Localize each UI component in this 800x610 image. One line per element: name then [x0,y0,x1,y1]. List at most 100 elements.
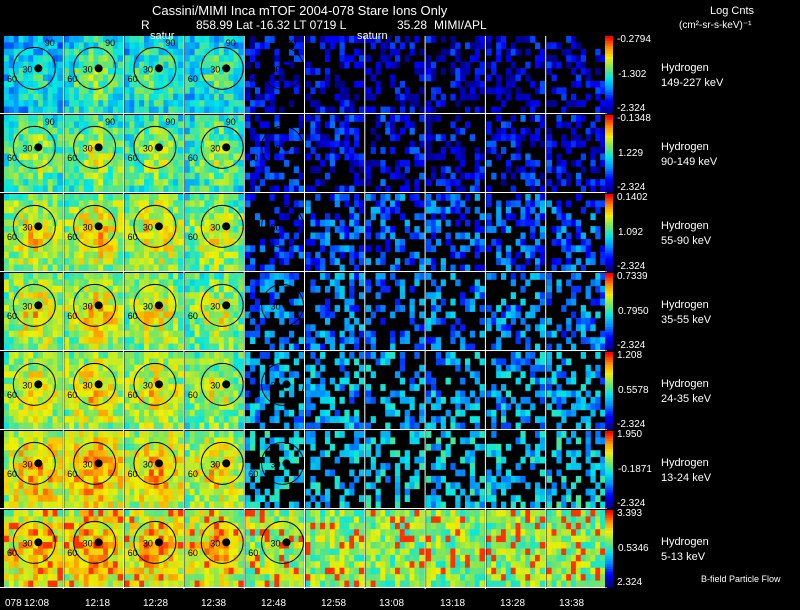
saturn-marker [95,459,103,467]
contour-label: 60 [188,153,198,163]
contour-label: 60 [128,311,138,321]
image-tile-r4-c9 [547,352,606,429]
image-tile-r6-c7 [426,510,485,587]
time-tick-6: 13:08 [379,597,404,610]
image-tile-r6-c9 [547,510,606,587]
saturn-marker [95,222,103,230]
contour-label: 90 [45,117,55,127]
saturn-marker [34,222,42,230]
saturn-marker [34,64,42,72]
image-tile-r5-c7 [426,431,485,508]
image-tile-r3-c5 [306,273,365,350]
channel-species: Hydrogen [661,456,709,470]
image-tile-r3-c3: 30 60 [185,273,244,350]
contour-label: 90 [286,38,296,48]
channel-species: Hydrogen [661,219,709,233]
contour-label: 60 [128,74,138,84]
contour-label: 60 [248,232,258,242]
contour-label: 60 [188,390,198,400]
saturn-marker [95,301,103,309]
colorbar-mid-label: 0.7950 [618,306,649,317]
image-tile-r1-c5 [306,115,365,192]
image-tile-r3-c9 [547,273,606,350]
contour-label: 60 [7,548,17,558]
channel-energy: 149-227 keV [661,76,723,90]
footer-legend: B-field Particle Flow [701,573,781,586]
colorbar-mid-label: -1.302 [618,69,646,80]
contour-label: 30 [271,538,281,548]
contour-label: 30 [143,538,153,548]
contour-label: 30 [143,380,153,390]
image-tile-r3-c7 [426,273,485,350]
contour-label: 60 [128,232,138,242]
image-tile-r1-c9 [547,115,606,192]
image-tile-r3-c6 [366,273,425,350]
contour-label: 30 [271,222,281,232]
contour-label: 60 [188,311,198,321]
time-tick-8: 13:28 [500,597,525,610]
contour-label: 30 [271,459,281,469]
image-tile-r6-c4: 30 60 [245,510,304,587]
contour-label: 30 [22,222,32,232]
contour-label: 30 [210,301,220,311]
saturn-marker [155,64,163,72]
saturn-marker [34,301,42,309]
contour-label: 60 [128,469,138,479]
contour-label: 30 [271,301,281,311]
saturn-marker [95,143,103,151]
colorbar-mid-label: 1.092 [618,227,643,238]
image-tile-r6-c6 [366,510,425,587]
channel-energy: 35-55 keV [661,313,711,327]
colorbar-max-label: 3.393 [617,508,642,519]
saturn-marker [222,459,230,467]
image-tile-r6-c8 [486,510,545,587]
image-tile-r0-c6 [366,36,425,113]
contour-label: 60 [248,548,258,558]
image-tile-r3-c8 [486,273,545,350]
saturn-marker [155,222,163,230]
contour-label: 60 [128,390,138,400]
contour-label: 60 [248,390,258,400]
contour-label: 60 [7,232,17,242]
image-tile-r2-c8 [486,194,545,271]
contour-label: 60 [188,469,198,479]
contour-label: 60 [128,548,138,558]
colorbar-max-label: 0.1402 [617,192,648,203]
saturn-label-2: saturn [357,30,388,43]
colorbar-mid-label: -0.1871 [618,464,652,475]
contour-label: 30 [210,143,220,153]
time-tick-4: 12:48 [261,597,286,610]
image-tile-r1-c6 [366,115,425,192]
contour-label: 30 [22,143,32,153]
contour-label: 60 [248,469,258,479]
contour-label: 60 [128,153,138,163]
saturn-marker [283,301,291,309]
contour-label: 60 [67,548,77,558]
saturn-marker [34,459,42,467]
saturn-marker [155,143,163,151]
colorbar-max-label: 0.7339 [617,271,648,282]
saturn-marker [155,380,163,388]
image-tile-r2-c7 [426,194,485,271]
colorbar-mid-label: 0.5346 [618,543,649,554]
image-tile-r0-c7 [426,36,485,113]
contour-label: 60 [67,311,77,321]
channel-energy: 55-90 keV [661,234,711,248]
image-tile-r1-c7 [426,115,485,192]
saturn-marker [95,538,103,546]
saturn-marker [283,143,291,151]
contour-label: 30 [210,380,220,390]
time-tick-1: 12:18 [85,597,110,610]
image-tile-r4-c7 [426,352,485,429]
contour-label: 90 [45,38,55,48]
